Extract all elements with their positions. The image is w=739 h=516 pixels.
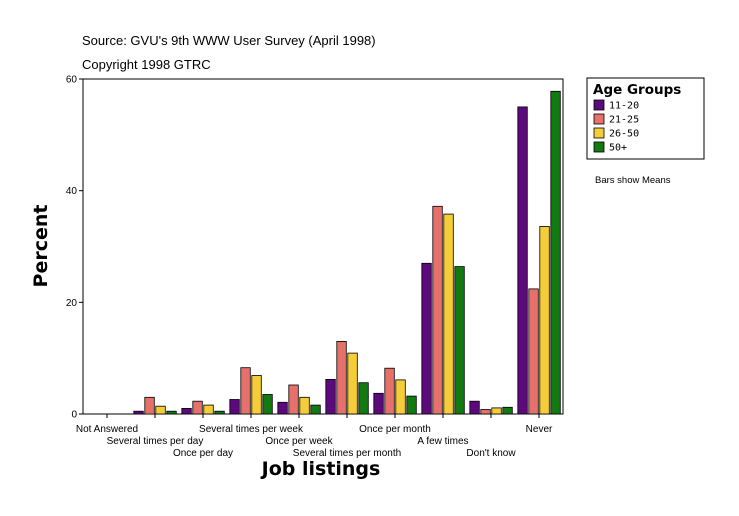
chart-source: Source: GVU's 9th WWW User Survey (April… — [82, 33, 376, 48]
bar-50+ — [502, 406, 513, 415]
bar-50+ — [358, 382, 369, 415]
bar-11-20 — [229, 399, 240, 415]
bar-50+ — [406, 395, 417, 415]
y-tick-label: 0 — [71, 410, 77, 421]
bar-11-20 — [373, 392, 384, 415]
x-tick-label: Once per week — [265, 436, 333, 447]
plot-frame — [82, 78, 564, 415]
legend-label-26-50: 26-50 — [609, 129, 639, 140]
bar-21-25 — [336, 340, 347, 415]
legend-box — [586, 77, 705, 160]
bar-11-20 — [133, 410, 144, 415]
bar-11-20 — [277, 401, 288, 415]
bar-11-20 — [181, 407, 192, 415]
legend-label-21-25: 21-25 — [609, 115, 639, 126]
bar-50+ — [214, 410, 225, 415]
y-tick-label: 20 — [66, 298, 78, 309]
bar-50+ — [310, 404, 321, 415]
legend-label-50+: 50+ — [609, 143, 627, 154]
legend-title: Age Groups — [593, 82, 681, 98]
legend-swatch-21-25 — [593, 113, 605, 125]
bar-21-25 — [192, 400, 203, 415]
bar-26-50 — [491, 407, 502, 415]
bar-26-50 — [299, 396, 310, 415]
chart-copyright: Copyright 1998 GTRC — [82, 57, 211, 72]
bar-50+ — [262, 394, 273, 415]
bar-50+ — [550, 90, 561, 415]
x-tick-label: A few times — [417, 436, 468, 447]
bar-11-20 — [325, 378, 336, 415]
legend: Age Groups 11-20 21-25 26-50 50+ — [586, 77, 705, 160]
bar-50+ — [166, 410, 177, 415]
bar-11-20 — [421, 262, 432, 415]
bar-21-25 — [288, 384, 299, 415]
bar-21-25 — [240, 367, 251, 415]
bar-21-25 — [528, 288, 539, 415]
bar-50+ — [454, 266, 465, 415]
y-tick-label: 60 — [66, 75, 78, 86]
x-tick-label: Once per day — [173, 448, 233, 459]
legend-swatch-50+ — [593, 141, 605, 153]
x-tick-label: Several times per week — [199, 424, 304, 435]
bar-11-20 — [517, 106, 528, 415]
legend-label-11-20: 11-20 — [609, 101, 639, 112]
bar-21-25 — [144, 396, 155, 415]
bar-26-50 — [539, 225, 550, 415]
bar-26-50 — [443, 213, 454, 415]
chart-note: Bars show Means — [595, 175, 671, 186]
legend-swatch-11-20 — [593, 99, 605, 111]
bar-26-50 — [395, 379, 406, 415]
legend-swatch-26-50 — [593, 127, 605, 139]
y-axis-title: Percent — [30, 205, 52, 288]
y-tick-label: 40 — [66, 186, 78, 197]
bar-26-50 — [155, 405, 166, 415]
x-tick-label: Never — [526, 424, 553, 435]
bar-26-50 — [251, 375, 262, 415]
bar-21-25 — [384, 367, 395, 415]
x-tick-label: Several times per day — [107, 436, 204, 447]
x-axis-title: Job listings — [260, 458, 381, 480]
x-tick-label: Once per month — [359, 424, 431, 435]
x-tick-label: Not Answered — [76, 424, 138, 435]
bar-21-25 — [432, 205, 443, 415]
bar-26-50 — [347, 352, 358, 415]
bar-11-20 — [469, 400, 480, 415]
x-tick-label: Several times per month — [293, 448, 401, 459]
bar-21-25 — [480, 409, 491, 415]
x-tick-label: Don't know — [466, 448, 516, 459]
bar-26-50 — [203, 404, 214, 415]
